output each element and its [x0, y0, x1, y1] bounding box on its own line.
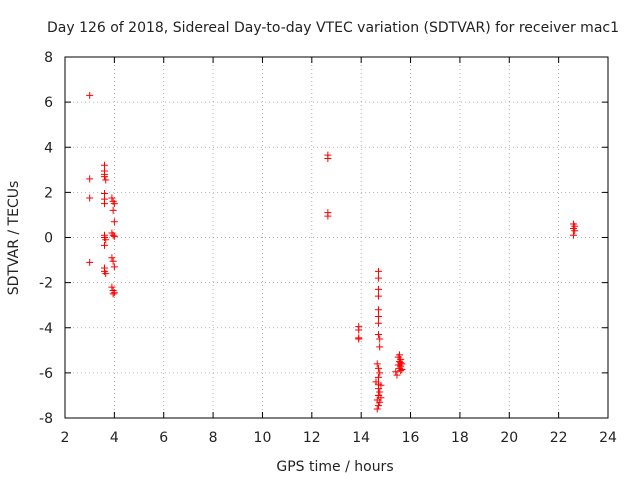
x-tick-label: 4: [110, 430, 119, 446]
data-point: [355, 326, 363, 334]
data-point: [108, 283, 116, 291]
data-point: [392, 368, 400, 376]
x-tick-label: 22: [550, 430, 568, 446]
data-point: [376, 343, 384, 351]
data-point: [374, 292, 382, 300]
y-tick-label: 6: [44, 95, 53, 111]
plot-frame: [64, 56, 609, 419]
x-tick-label: 16: [402, 430, 420, 446]
data-point: [374, 385, 382, 393]
y-tick-label: -6: [39, 366, 53, 382]
data-point: [377, 394, 385, 402]
x-tick-label: 8: [209, 430, 218, 446]
x-tick-label: 12: [303, 430, 321, 446]
data-point: [110, 200, 118, 208]
y-tick-label: -4: [39, 321, 53, 337]
y-tick-label: 0: [44, 231, 53, 247]
data-point: [86, 175, 94, 183]
y-tick-label: 4: [44, 140, 53, 156]
y-tick-label: 8: [44, 50, 53, 66]
data-point: [397, 367, 405, 375]
data-point: [373, 405, 381, 413]
data-point: [398, 365, 406, 373]
data-point: [110, 289, 118, 297]
x-tick-label: 6: [159, 430, 168, 446]
data-point: [395, 351, 403, 359]
data-point: [86, 194, 94, 202]
data-points: [86, 91, 579, 413]
data-point: [374, 285, 382, 293]
x-tick-label: 18: [451, 430, 469, 446]
data-point: [324, 212, 332, 220]
data-point: [86, 258, 94, 266]
data-point: [393, 371, 401, 379]
y-tick-label: 2: [44, 185, 53, 201]
x-tick-label: 20: [500, 430, 518, 446]
data-point: [376, 388, 384, 396]
x-tick-label: 24: [599, 430, 617, 446]
data-point: [374, 267, 382, 275]
data-point: [374, 312, 382, 320]
grid-lines: [65, 57, 608, 418]
data-point: [100, 241, 108, 249]
data-point: [571, 227, 579, 235]
data-point: [376, 369, 384, 377]
y-axis-label: SDTVAR / TECUs: [6, 181, 22, 296]
x-axis-label: GPS time / hours: [276, 459, 393, 475]
data-point: [374, 274, 382, 282]
data-point: [374, 306, 382, 314]
data-point: [376, 335, 384, 343]
x-tick-label: 2: [61, 430, 70, 446]
data-point: [374, 319, 382, 327]
data-point: [376, 398, 384, 406]
data-point: [110, 218, 118, 226]
data-point: [108, 194, 116, 202]
y-tick-label: -8: [39, 411, 53, 427]
data-point: [102, 270, 110, 278]
data-point: [110, 232, 118, 240]
data-point: [355, 335, 363, 343]
data-point: [109, 231, 117, 239]
data-point: [86, 91, 94, 99]
x-tick-label: 14: [352, 430, 370, 446]
data-point: [374, 373, 382, 381]
data-point: [373, 360, 381, 368]
chart-title: Day 126 of 2018, Sidereal Day-to-day VTE…: [47, 20, 619, 36]
data-point: [374, 364, 382, 372]
data-point: [569, 231, 577, 239]
data-point: [102, 236, 110, 244]
data-point: [374, 402, 382, 410]
data-point: [109, 290, 117, 298]
data-point: [100, 173, 108, 181]
data-point: [109, 257, 117, 265]
data-point: [109, 206, 117, 214]
data-point: [324, 155, 332, 163]
x-tick-label: 10: [254, 430, 272, 446]
data-point: [100, 200, 108, 208]
data-point: [108, 254, 116, 262]
y-tick-label: -2: [39, 276, 53, 292]
data-point: [102, 176, 110, 184]
data-point: [374, 331, 382, 339]
axis-ticks: [64, 56, 609, 419]
data-point: [110, 263, 118, 271]
